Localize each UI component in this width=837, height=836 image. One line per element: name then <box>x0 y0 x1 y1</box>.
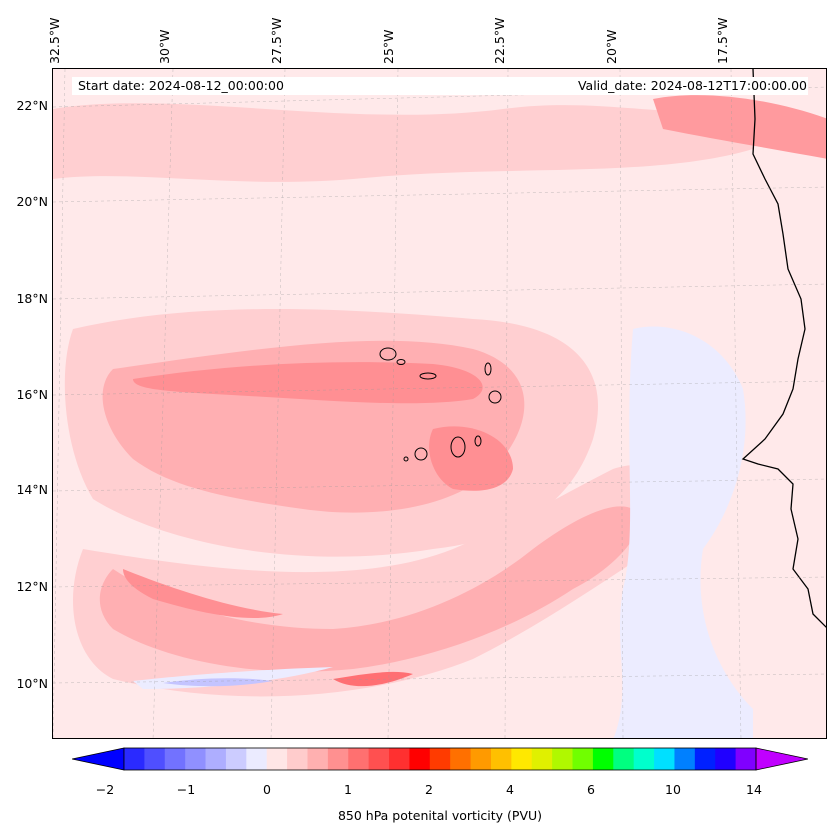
contour-red-south <box>123 569 283 619</box>
colorbar-segment <box>389 748 410 770</box>
colorbar-segment <box>654 748 675 770</box>
colorbar-tick: 10 <box>665 782 681 797</box>
colorbar-segment <box>694 748 716 770</box>
colorbar-tick: −2 <box>95 782 115 797</box>
colorbar-segment <box>225 748 247 770</box>
island-brava <box>403 456 409 462</box>
colorbar-tick: 2 <box>425 782 433 797</box>
colorbar-tick: 0 <box>263 782 271 797</box>
lat-label-10n: 10°N <box>16 676 48 691</box>
colorbar-segment <box>552 748 574 770</box>
colorbar-segment <box>592 748 614 770</box>
contour-blue-strip <box>163 678 273 687</box>
valid-date-label: Valid_date: 2024-08-12T17:00:00.00 <box>577 78 807 93</box>
contour-pink-band <box>99 506 639 672</box>
island-sao-nicolau <box>419 372 437 380</box>
colorbar-segment <box>735 748 757 770</box>
colorbar-segment <box>613 748 635 770</box>
colorbar-segment <box>185 748 207 770</box>
lat-label-20n: 20°N <box>16 194 48 209</box>
island-boa-vista <box>488 390 502 404</box>
lon-label-22-5w: 22.5°W <box>492 17 507 64</box>
colorbar-segment <box>409 748 431 770</box>
lon-label-17-5w: 17.5°W <box>715 17 730 64</box>
lon-label-20w: 20°W <box>604 29 619 64</box>
lat-label-18n: 18°N <box>16 291 48 306</box>
colorbar-tick: 1 <box>344 782 352 797</box>
colorbar-segment <box>164 748 186 770</box>
colorbar-segment <box>287 748 308 770</box>
colorbar-segment <box>429 748 451 770</box>
colorbar-segment <box>307 748 329 770</box>
header-background <box>72 77 808 95</box>
colorbar-outline <box>123 747 757 771</box>
start-date-label: Start date: 2024-08-12_00:00:00 <box>78 78 284 93</box>
colorbar-segment <box>205 748 227 770</box>
colorbar-segment <box>511 748 533 770</box>
lat-label-16n: 16°N <box>16 387 48 402</box>
colorbar-arrow-max <box>755 747 808 771</box>
vorticity-field <box>53 69 826 738</box>
africa-coastline <box>741 69 826 628</box>
island-santiago <box>450 436 466 458</box>
colorbar-segment <box>266 748 288 770</box>
colorbar-segment <box>674 748 696 770</box>
graticule <box>53 69 826 738</box>
colorbar-segment <box>368 748 390 770</box>
colorbar-segment <box>144 748 166 770</box>
colorbar-segment <box>470 748 492 770</box>
colorbar-segment <box>348 748 370 770</box>
island-fogo <box>414 447 428 461</box>
contour-pink-northeast <box>653 95 826 159</box>
colorbar-segment <box>124 748 145 770</box>
colorbar-segment <box>572 748 594 770</box>
colorbar-segment <box>715 748 737 770</box>
lat-label-14n: 14°N <box>16 482 48 497</box>
island-santo-antao <box>379 347 397 361</box>
map-panel <box>52 68 827 739</box>
contour-red-arc <box>429 426 513 491</box>
lon-label-25w: 25°W <box>381 29 396 64</box>
lon-label-27-5w: 27.5°W <box>269 17 284 64</box>
colorbar-segment <box>633 748 655 770</box>
colorbar-tick: 14 <box>746 782 762 797</box>
lat-label-12n: 12°N <box>16 579 48 594</box>
colorbar-tick: −1 <box>176 782 196 797</box>
contour-light-pink-north <box>53 99 753 182</box>
contour-red-center <box>133 362 483 404</box>
colorbar-segment <box>490 748 512 770</box>
lon-label-32-5w: 32.5°W <box>47 17 62 64</box>
colorbar-arrow-min <box>72 747 125 771</box>
lat-label-22n: 22°N <box>16 98 48 113</box>
lon-label-30w: 30°W <box>157 29 172 64</box>
colorbar-tick: 6 <box>587 782 595 797</box>
colorbar-segment <box>450 748 472 770</box>
colorbar-segment <box>327 748 349 770</box>
colorbar-segment <box>531 748 553 770</box>
island-maio <box>474 435 482 447</box>
colorbar <box>72 747 808 771</box>
colorbar-tick: 4 <box>506 782 514 797</box>
island-sao-vicente <box>396 359 406 365</box>
contour-light-blue-east <box>613 326 753 738</box>
island-sal <box>484 362 492 376</box>
colorbar-title: 850 hPa potenital vorticity (PVU) <box>337 808 543 823</box>
colorbar-segment <box>246 748 268 770</box>
